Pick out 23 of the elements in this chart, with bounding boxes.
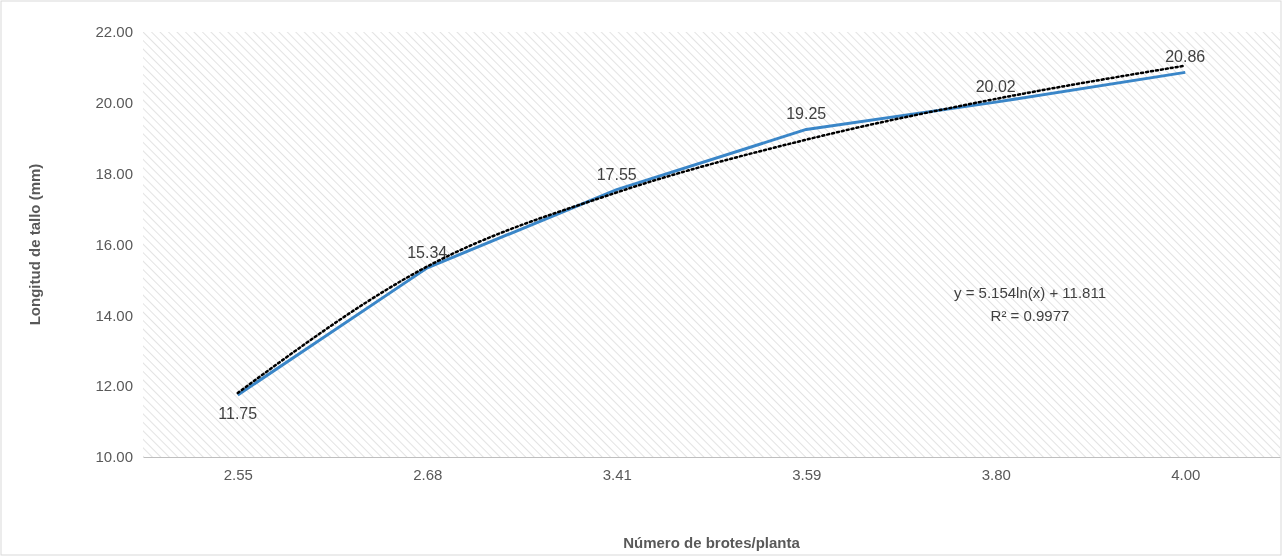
- x-axis-title: Número de brotes/planta: [623, 534, 801, 551]
- y-tick-label: 20.00: [95, 94, 133, 112]
- data-label: 20.02: [975, 78, 1016, 96]
- data-label: 20.86: [1165, 48, 1206, 66]
- x-tick-label: 3.80: [981, 465, 1011, 483]
- data-label: 19.25: [786, 105, 827, 123]
- x-tick-label: 3.41: [602, 465, 632, 483]
- y-tick-label: 12.00: [95, 377, 133, 395]
- y-tick-label: 14.00: [95, 306, 133, 324]
- data-label: 15.34: [407, 243, 448, 261]
- y-axis-title: Longitud de tallo (mm): [26, 163, 43, 326]
- data-label: 11.75: [218, 405, 258, 423]
- y-tick-label: 22.00: [95, 23, 133, 41]
- y-tick-label: 18.00: [95, 164, 133, 182]
- x-tick-label: 2.68: [413, 465, 443, 483]
- x-tick-label: 4.00: [1171, 465, 1201, 483]
- annotation: y = 5.154ln(x) + 11.811: [953, 284, 1107, 301]
- x-tick-label: 3.59: [792, 465, 822, 483]
- x-tick-label: 2.55: [223, 465, 253, 483]
- y-tick-label: 16.00: [95, 235, 133, 253]
- y-tick-label: 10.00: [95, 448, 133, 466]
- data-label: 17.55: [596, 165, 637, 183]
- annotation: R² = 0.9977: [990, 307, 1070, 324]
